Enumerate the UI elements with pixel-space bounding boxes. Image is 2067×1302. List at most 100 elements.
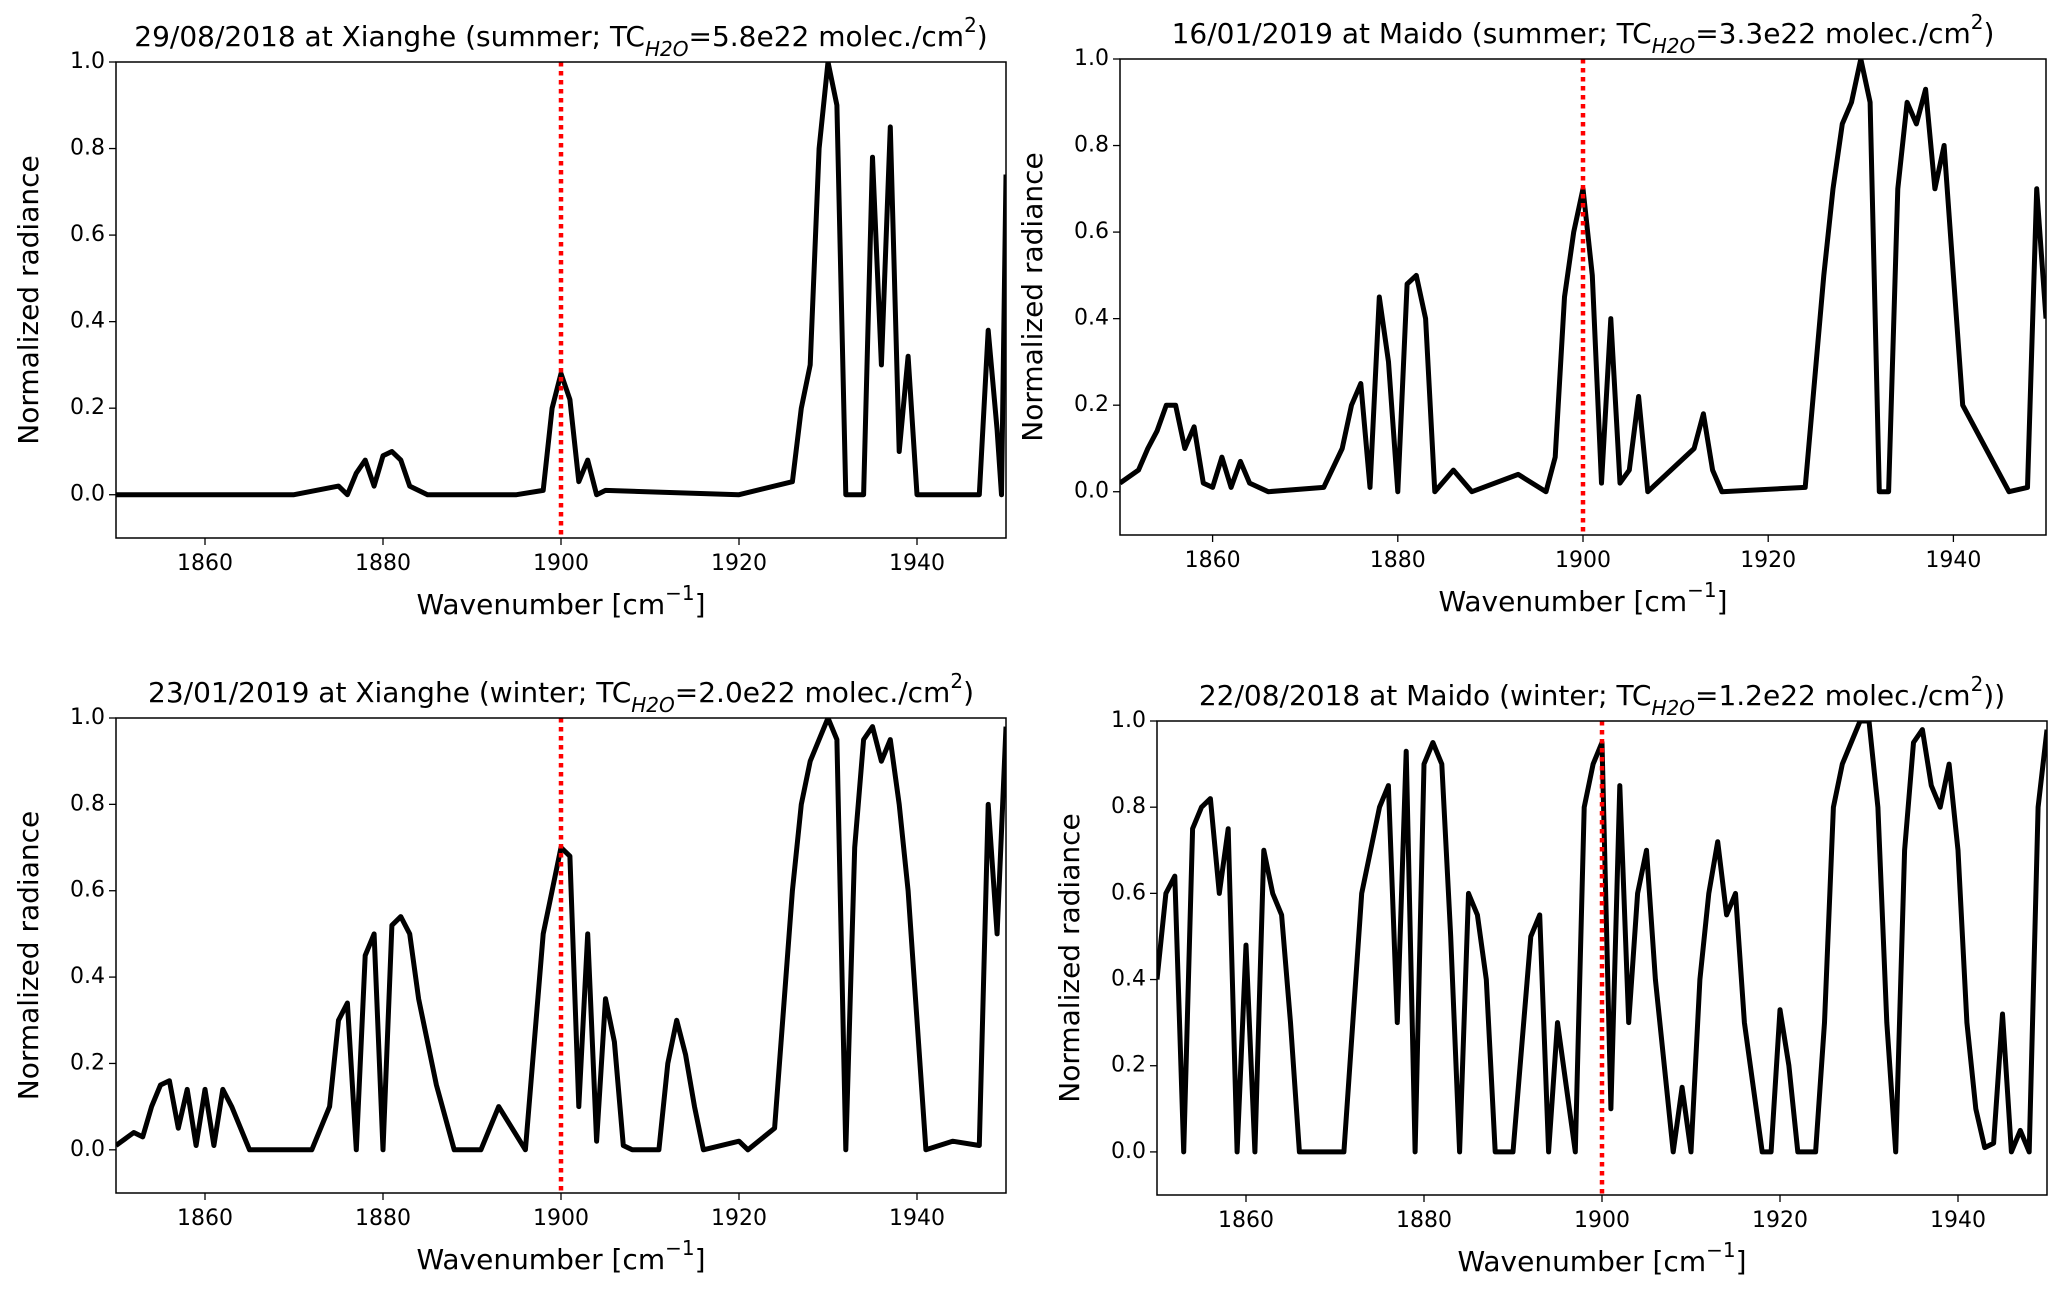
x-tick-label: 1920 — [711, 1206, 767, 1231]
y-tick-label: 0.4 — [1074, 306, 1109, 331]
chart-title-part: =3.3e22 molec./cm — [1695, 17, 1971, 50]
chart-title-part: ) — [963, 676, 974, 709]
subplot: 1860 1880 1900 1920 1940 0.0 0.2 0.4 0.6 0.8 1.0 16… — [1016, 10, 2047, 618]
x-tick-label: 1880 — [1370, 548, 1426, 573]
y-axis-label: Normalized radiance — [12, 811, 45, 1100]
chart-title-part: H2O — [631, 693, 675, 717]
chart-title: 22/08/2018 at Maido (winter; TCH2O=1.2e2… — [1199, 672, 2005, 720]
chart-title-part: =5.8e22 molec./cm — [689, 20, 965, 53]
chart-title-part: 2 — [950, 669, 963, 693]
chart-title-part: 16/01/2019 at Maido (summer; TC — [1172, 17, 1652, 50]
x-axis-label: Wavenumber [cm−1] — [1457, 1238, 1746, 1279]
chart-title: 23/01/2019 at Xianghe (winter; TCH2O=2.0… — [148, 669, 974, 717]
y-tick-label: 0.8 — [1111, 794, 1146, 819]
chart-title-part: H2O — [645, 37, 689, 61]
chart-title: 16/01/2019 at Maido (summer; TCH2O=3.3e2… — [1172, 10, 1995, 58]
y-tick-label: 0.6 — [1111, 880, 1146, 905]
x-axis-label-part: −1 — [1687, 578, 1716, 602]
chart-title: 29/08/2018 at Xianghe (summer; TCH2O=5.8… — [134, 13, 987, 61]
x-tick-label: 1860 — [177, 1206, 233, 1231]
y-axis-label: Normalized radiance — [12, 155, 45, 444]
chart-title-part: ) — [1984, 17, 1995, 50]
y-tick-label: 0.0 — [1074, 479, 1109, 504]
x-tick-label: 1900 — [1574, 1208, 1630, 1233]
chart-title-part: 2 — [1971, 10, 1984, 34]
plot-area — [116, 62, 1006, 498]
y-axis-label: Normalized radiance — [1016, 152, 1049, 441]
y-tick-label: 1.0 — [1111, 708, 1146, 733]
chart-title-part: 2 — [1971, 672, 1984, 696]
y-tick-label: 0.6 — [70, 878, 105, 903]
y-tick-label: 0.4 — [70, 964, 105, 989]
axes-frame — [115, 61, 1007, 539]
chart-title-part: H2O — [1652, 34, 1696, 58]
x-tick-label: 1940 — [889, 1206, 945, 1231]
x-tick-label: 1900 — [533, 551, 589, 576]
chart-title-part: 29/08/2018 at Xianghe (summer; TC — [134, 20, 645, 53]
chart-title-part: =2.0e22 molec./cm — [675, 676, 951, 709]
subplot: 1860 1880 1900 1920 1940 0.0 0.2 0.4 0.6 0.8 1.0 23… — [12, 669, 1007, 1277]
chart-title-part: ) — [977, 20, 988, 53]
y-tick-label: 0.6 — [1074, 219, 1109, 244]
x-axis-label-part: ] — [1717, 585, 1728, 618]
x-axis-label-part: Wavenumber [cm — [416, 1243, 665, 1276]
x-tick-label: 1860 — [1185, 548, 1241, 573]
chart-title-part: =1.2e22 molec./cm — [1695, 679, 1971, 712]
chart-title-part: H2O — [1651, 696, 1695, 720]
y-tick-label: 0.2 — [70, 395, 105, 420]
x-tick-label: 1920 — [711, 551, 767, 576]
x-tick-label: 1900 — [533, 1206, 589, 1231]
y-tick-label: 0.8 — [70, 136, 105, 161]
plot-area — [1157, 721, 2047, 1155]
x-tick-label: 1940 — [889, 551, 945, 576]
x-axis-label-part: ] — [695, 588, 706, 621]
spectrum-line — [1120, 59, 2046, 495]
x-tick-label: 1880 — [355, 1206, 411, 1231]
x-axis-label-part: Wavenumber [cm — [1457, 1245, 1706, 1278]
plot-area — [1120, 59, 2046, 495]
x-axis-label: Wavenumber [cm−1] — [416, 1236, 705, 1277]
axes-frame — [115, 717, 1007, 1194]
x-axis-label-part: −1 — [1706, 1238, 1735, 1262]
y-tick-label: 0.8 — [70, 791, 105, 816]
y-tick-label: 1.0 — [1074, 46, 1109, 71]
chart-title-part: )) — [1983, 679, 2005, 712]
axes-frame — [1156, 720, 2048, 1196]
x-tick-label: 1940 — [1930, 1208, 1986, 1233]
x-axis-label-part: ] — [1736, 1245, 1747, 1278]
x-tick-label: 1920 — [1740, 548, 1796, 573]
y-tick-label: 0.8 — [1074, 133, 1109, 158]
y-tick-label: 0.0 — [70, 1137, 105, 1162]
x-axis-label-part: ] — [695, 1243, 706, 1276]
y-tick-label: 0.2 — [70, 1050, 105, 1075]
x-tick-label: 1940 — [1925, 548, 1981, 573]
x-axis-label: Wavenumber [cm−1] — [416, 581, 705, 622]
y-tick-label: 0.2 — [1111, 1053, 1146, 1078]
x-tick-label: 1860 — [177, 551, 233, 576]
x-axis-label-part: −1 — [665, 581, 694, 605]
x-axis-label-part: −1 — [665, 1236, 694, 1260]
subplot: 1860 1880 1900 1920 19400.00.20.40.60.81.022… — [1053, 672, 2048, 1279]
chart-title-part: 2 — [964, 13, 977, 37]
y-tick-label: 0.6 — [70, 222, 105, 247]
spectrum-line — [116, 718, 1006, 1153]
x-axis-label-part: Wavenumber [cm — [416, 588, 665, 621]
axes-frame — [1119, 58, 2047, 536]
subplot: 1860 1880 1900 1920 1940 0.0 0.2 0.4 0.6 0.8 1.0 29… — [12, 13, 1007, 622]
y-tick-label: 1.0 — [70, 705, 105, 730]
y-tick-label: 1.0 — [70, 49, 105, 74]
x-tick-label: 1900 — [1555, 548, 1611, 573]
y-tick-label: 0.0 — [1111, 1139, 1146, 1164]
chart-title-part: 22/08/2018 at Maido (winter; TC — [1199, 679, 1652, 712]
plot-area — [116, 718, 1006, 1153]
x-tick-label: 1880 — [1396, 1208, 1452, 1233]
x-tick-label: 1920 — [1752, 1208, 1808, 1233]
y-tick-label: 0.4 — [1111, 967, 1146, 992]
y-tick-label: 0.2 — [1074, 392, 1109, 417]
spectrum-line — [116, 62, 1006, 498]
x-tick-label: 1880 — [355, 551, 411, 576]
y-axis-label: Normalized radiance — [1053, 813, 1086, 1102]
chart-title-part: 23/01/2019 at Xianghe (winter; TC — [148, 676, 631, 709]
y-tick-label: 0.0 — [70, 482, 105, 507]
